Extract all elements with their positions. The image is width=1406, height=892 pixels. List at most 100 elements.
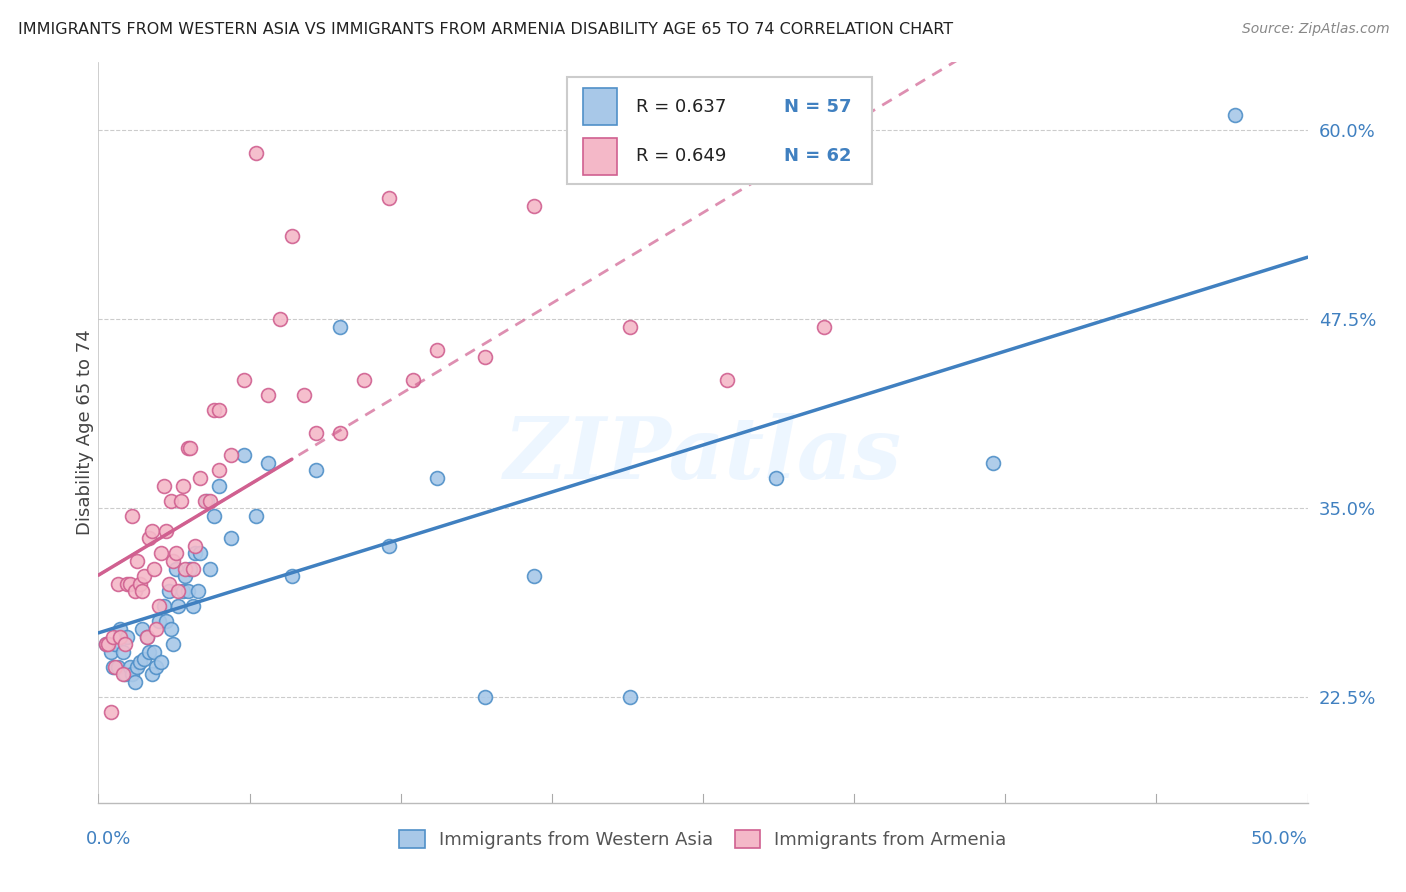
Point (305, 463, 328, 477)
Point (523, 569, 546, 583)
Point (208, 403, 231, 417)
Point (167, 584, 190, 599)
Point (221, 532, 243, 546)
Point (179, 561, 201, 575)
Point (194, 493, 217, 508)
Point (305, 425, 328, 440)
Point (208, 478, 231, 492)
Point (269, 312, 291, 326)
Point (97, 637, 120, 651)
Point (162, 554, 184, 568)
Point (124, 584, 146, 599)
Point (184, 547, 207, 561)
Point (232, 373, 254, 387)
Point (179, 441, 201, 455)
Text: Source: ZipAtlas.com: Source: ZipAtlas.com (1241, 22, 1389, 37)
Text: 50.0%: 50.0% (1251, 830, 1308, 848)
Point (155, 615, 177, 629)
Point (121, 508, 143, 523)
Point (232, 448, 254, 462)
Point (108, 630, 131, 644)
Point (256, 388, 278, 402)
Point (141, 667, 163, 681)
Point (114, 667, 136, 681)
Point (169, 493, 191, 508)
Point (148, 615, 170, 629)
Point (174, 561, 197, 575)
Point (619, 319, 641, 334)
Point (172, 584, 194, 599)
Point (221, 448, 243, 462)
Point (118, 576, 141, 591)
Point (131, 622, 153, 636)
Point (157, 576, 180, 591)
Point (134, 569, 156, 583)
Point (114, 637, 136, 651)
Point (177, 584, 200, 599)
Point (353, 373, 375, 387)
Point (426, 343, 449, 357)
Point (107, 660, 129, 674)
Point (104, 637, 127, 651)
Point (619, 690, 641, 704)
Point (187, 584, 209, 599)
Point (143, 561, 166, 575)
Point (141, 524, 163, 538)
Point (1223, 108, 1246, 122)
Point (128, 655, 150, 669)
Point (160, 622, 183, 636)
Point (118, 660, 141, 674)
Point (124, 674, 146, 689)
Point (101, 630, 124, 644)
Point (145, 622, 167, 636)
Point (150, 547, 173, 561)
Legend: Immigrants from Western Asia, Immigrants from Armenia: Immigrants from Western Asia, Immigrants… (399, 830, 1007, 849)
Point (107, 576, 129, 591)
Point (127, 554, 149, 568)
Point (165, 561, 187, 575)
Point (474, 690, 496, 704)
Point (177, 441, 200, 455)
Point (104, 660, 127, 674)
Point (245, 146, 267, 161)
Point (813, 319, 835, 334)
Point (117, 630, 139, 644)
Point (765, 471, 787, 485)
Point (329, 425, 352, 440)
Point (128, 576, 150, 591)
Point (281, 229, 304, 244)
Point (292, 388, 315, 402)
Text: IMMIGRANTS FROM WESTERN ASIA VS IMMIGRANTS FROM ARMENIA DISABILITY AGE 65 TO 74 : IMMIGRANTS FROM WESTERN ASIA VS IMMIGRAN… (18, 22, 953, 37)
Point (198, 561, 221, 575)
Point (152, 478, 174, 492)
Point (181, 599, 204, 614)
Point (377, 539, 399, 553)
Point (172, 478, 194, 492)
Point (94, 637, 117, 651)
Text: ZIPatlas: ZIPatlas (503, 413, 903, 497)
Point (134, 652, 156, 666)
Point (402, 373, 425, 387)
Point (426, 471, 449, 485)
Point (198, 493, 221, 508)
Point (111, 645, 134, 659)
Point (195, 493, 218, 508)
Point (148, 599, 170, 614)
Point (131, 584, 153, 599)
Point (100, 705, 122, 719)
Point (256, 456, 278, 470)
Point (245, 508, 267, 523)
Point (188, 547, 211, 561)
Point (204, 403, 226, 417)
Point (981, 456, 1004, 470)
Point (100, 645, 122, 659)
Point (121, 667, 143, 681)
Point (135, 630, 157, 644)
Point (167, 599, 190, 614)
Point (101, 660, 124, 674)
Point (329, 319, 352, 334)
Point (108, 622, 131, 636)
Point (184, 539, 207, 553)
Point (716, 373, 738, 387)
Point (135, 630, 157, 644)
